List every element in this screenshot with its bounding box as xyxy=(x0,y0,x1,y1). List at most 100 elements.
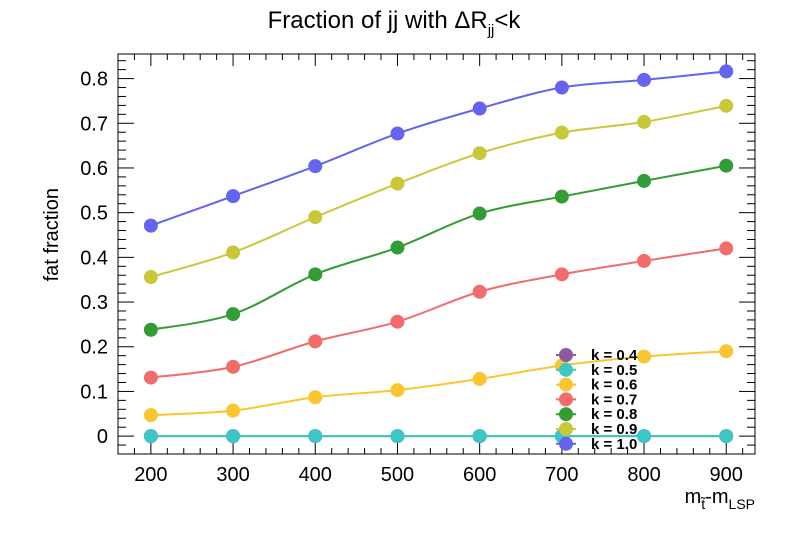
data-point xyxy=(143,429,158,444)
data-point xyxy=(308,159,323,174)
data-point xyxy=(472,371,487,386)
data-point xyxy=(719,158,734,173)
legend-item: k = 0.6 xyxy=(556,377,637,394)
data-point xyxy=(719,98,734,113)
data-point xyxy=(226,403,241,418)
data-point xyxy=(226,307,241,322)
legend-marker xyxy=(559,362,573,377)
y-tick-label: 0 xyxy=(97,426,108,448)
legend-marker xyxy=(559,348,573,362)
series-group xyxy=(143,64,734,444)
data-point xyxy=(390,126,405,141)
y-tick-label: 0.8 xyxy=(80,69,108,91)
x-tick-label: 600 xyxy=(463,464,496,486)
series-k-0-9 xyxy=(143,98,734,285)
x-axis-label-sub2: LSP xyxy=(729,496,755,512)
chart-title: Fraction of jj with ΔRjj<k xyxy=(268,7,522,39)
y-tick-label: 0.7 xyxy=(80,113,108,135)
data-point xyxy=(226,189,241,204)
data-point xyxy=(554,80,569,95)
data-point xyxy=(308,390,323,405)
x-tick-label: 400 xyxy=(299,464,332,486)
y-tick-label: 0.3 xyxy=(80,292,108,314)
data-point xyxy=(143,408,158,423)
legend-item: k = 0.4 xyxy=(556,347,638,364)
data-point xyxy=(143,322,158,337)
data-point xyxy=(637,72,652,87)
y-tick-label: 0.4 xyxy=(80,247,108,269)
series-k-0-7 xyxy=(143,241,734,385)
series-line xyxy=(150,350,727,417)
legend-marker xyxy=(559,377,573,392)
data-point xyxy=(637,429,652,444)
legend-item: k = 1.0 xyxy=(556,436,637,453)
series-line xyxy=(150,247,727,379)
legend-item: k = 0.7 xyxy=(556,391,637,408)
data-point xyxy=(390,314,405,329)
x-tick-label: 200 xyxy=(134,464,167,486)
x-tick-labels: 200 300 400 500 600 700 800 900 xyxy=(134,464,743,486)
data-point xyxy=(143,218,158,233)
y-tick-label: 0.2 xyxy=(80,337,108,359)
x-tick-label: 300 xyxy=(216,464,249,486)
x-axis-label-m2: m xyxy=(712,486,729,508)
data-point xyxy=(637,173,652,188)
data-point xyxy=(554,125,569,140)
x-axis-label: mt̃-mLSP xyxy=(685,486,755,512)
data-point xyxy=(472,206,487,221)
chart-title-sub: jj xyxy=(487,22,495,39)
data-point xyxy=(472,429,487,444)
series-k-0-6 xyxy=(143,344,734,423)
data-point xyxy=(472,146,487,161)
y-tick-labels: 0 0.1 0.2 0.3 0.4 0.5 0.6 0.7 0.8 xyxy=(80,69,108,449)
data-point xyxy=(554,189,569,204)
data-point xyxy=(719,344,734,359)
data-point xyxy=(472,284,487,299)
series-line xyxy=(150,164,727,331)
data-point xyxy=(226,245,241,260)
data-point xyxy=(143,270,158,285)
x-tick-label: 800 xyxy=(627,464,660,486)
y-tick-label: 0.5 xyxy=(80,203,108,225)
data-point xyxy=(308,334,323,349)
legend: k = 0.4k = 0.5k = 0.6k = 0.7k = 0.8k = 0… xyxy=(556,347,638,453)
y-tick-label: 0.1 xyxy=(80,381,108,403)
data-point xyxy=(554,267,569,282)
legend-label: k = 0.5 xyxy=(591,362,637,379)
x-tick-label: 500 xyxy=(381,464,414,486)
data-point xyxy=(390,176,405,191)
legend-label: k = 1.0 xyxy=(591,436,637,453)
data-point xyxy=(390,383,405,398)
series-line xyxy=(150,70,727,227)
legend-item: k = 0.9 xyxy=(556,421,637,438)
x-tick-label: 700 xyxy=(545,464,578,486)
legend-label: k = 0.7 xyxy=(591,391,637,408)
data-point xyxy=(226,429,241,444)
data-point xyxy=(719,429,734,444)
data-point xyxy=(308,429,323,444)
series-k-1-0 xyxy=(143,64,734,233)
y-axis-label: fat fraction xyxy=(41,188,63,281)
data-point xyxy=(637,114,652,129)
data-point xyxy=(226,359,241,374)
series-k-0-5 xyxy=(143,429,734,444)
legend-label: k = 0.6 xyxy=(591,377,637,394)
data-point xyxy=(308,267,323,282)
data-point xyxy=(308,210,323,225)
legend-marker xyxy=(559,422,573,436)
legend-label: k = 0.8 xyxy=(591,406,637,423)
legend-marker xyxy=(559,392,573,407)
legend-label: k = 0.9 xyxy=(591,421,637,438)
y-tick-label: 0.6 xyxy=(80,158,108,180)
x-tick-label: 900 xyxy=(710,464,743,486)
data-point xyxy=(390,240,405,255)
legend-label: k = 0.4 xyxy=(591,347,638,364)
data-point xyxy=(719,241,734,256)
data-point xyxy=(719,64,734,79)
axis-ticks xyxy=(117,54,755,455)
data-point xyxy=(143,370,158,385)
data-point xyxy=(472,101,487,116)
series-k-0-8 xyxy=(143,158,734,337)
x-axis-label-sep: - xyxy=(705,486,712,508)
